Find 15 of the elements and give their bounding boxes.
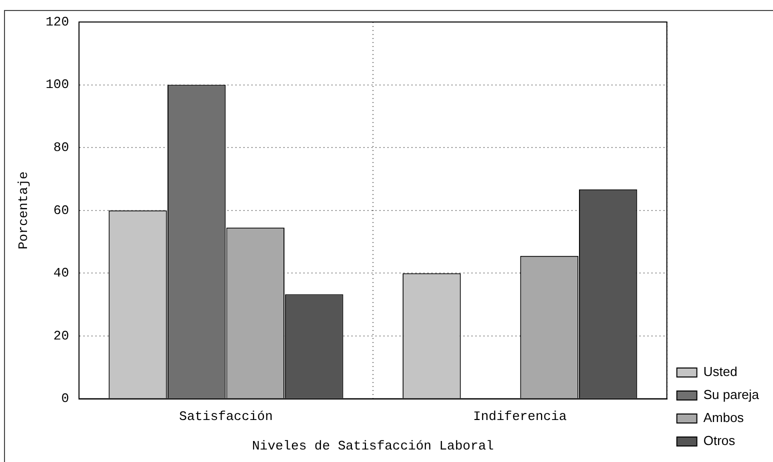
x-axis-title: Niveles de Satisfacción Laboral (252, 438, 494, 454)
y-tick-label: 40 (53, 266, 70, 281)
x-tick-label: Satisfacción (179, 409, 273, 424)
legend-label: Usted (703, 364, 738, 380)
legend-label: Ambos (703, 410, 744, 426)
y-tick-label: 120 (46, 14, 70, 30)
x-tick-label: Indiferencia (473, 409, 567, 424)
y-tick-label: 80 (53, 140, 70, 156)
y-tick-label: 0 (61, 391, 70, 406)
y-tick-label: 100 (46, 77, 70, 92)
legend-label: Otros (703, 433, 736, 448)
legend-label: Su pareja (703, 387, 760, 402)
y-tick-label: 60 (53, 202, 70, 218)
y-tick-label: 20 (53, 328, 70, 344)
y-axis-title: Porcentaje (16, 171, 32, 250)
